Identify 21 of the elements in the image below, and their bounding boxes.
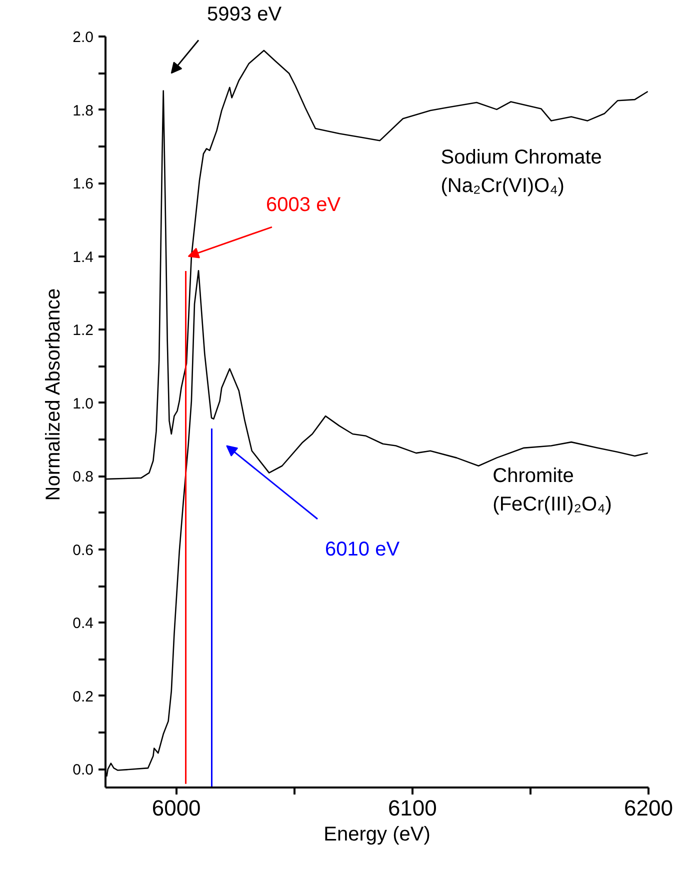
y-tick-label: 0.8 [72,468,94,486]
y-tick-label: 0.2 [72,688,94,706]
text: 5993 eV [207,4,282,26]
y-tick-label: 2.0 [72,29,94,46]
y-tick-label: 0.4 [72,615,94,632]
y-tick-label: 1.2 [72,322,94,340]
x-tick-label: 6000 [152,796,201,820]
series-label: Chromite (FeCr(III)₂O₄) [492,465,612,516]
y-tick-label: 0.6 [72,542,94,559]
series-label: Sodium Chromate (Na₂Cr(VI)O₄) [440,146,602,198]
text: 6010 eV [325,538,400,560]
y-tick-label: 1.4 [72,248,94,266]
x-axis-title: Energy (eV) [324,824,430,846]
y-tick-label: 1.0 [72,395,94,412]
x-tick-label: 6200 [624,796,673,820]
y-tick-label: 1.8 [72,102,94,120]
x-tick-label: 6100 [388,796,437,820]
y-tick-label: 1.6 [72,176,94,193]
y-tick-label: 0.0 [72,762,94,779]
text: 6003 eV [266,194,342,216]
y-axis-title: Normalized Absorbance [42,288,65,501]
